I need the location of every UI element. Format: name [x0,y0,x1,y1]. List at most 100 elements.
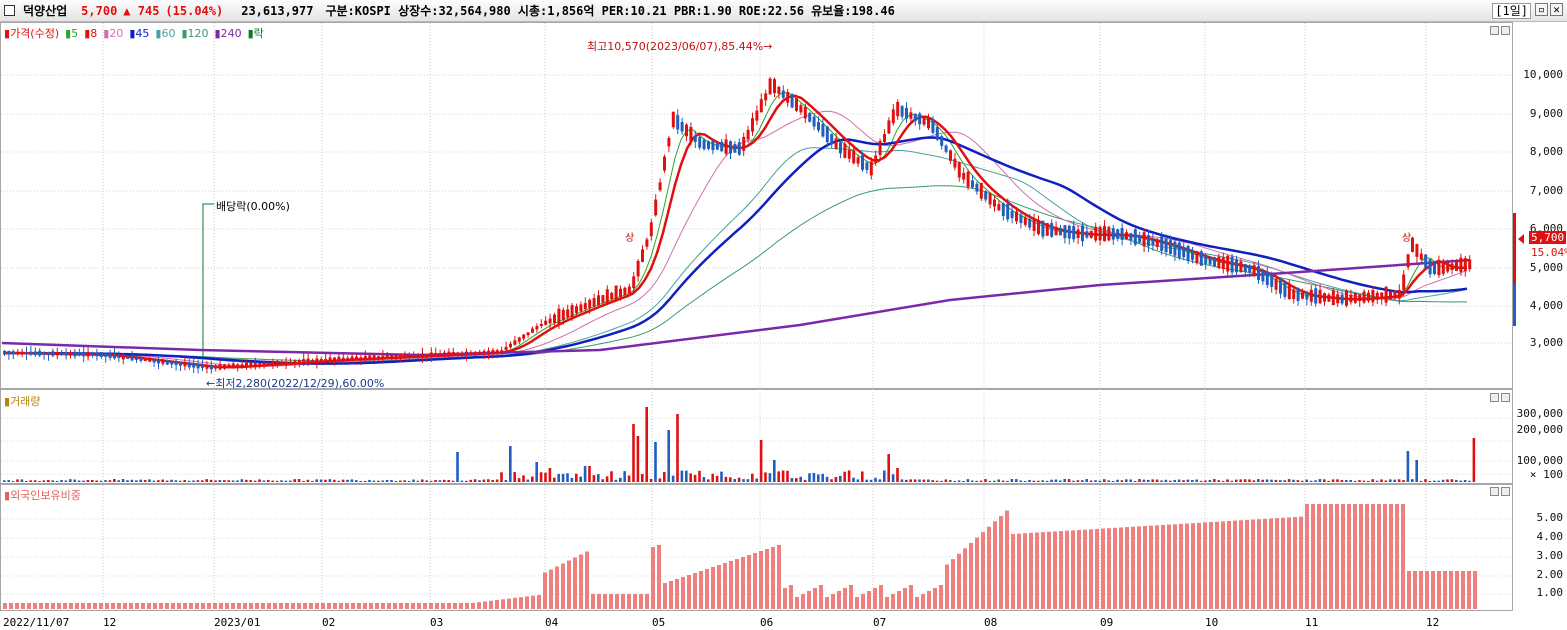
candle-body [1072,226,1076,240]
volume-bar [535,462,538,482]
volume-bar [579,476,582,482]
foreign-bar [1299,516,1303,609]
candle-body [1287,285,1291,300]
volume-bar [1243,479,1247,482]
volume-bar [539,472,543,482]
candle-body [962,172,966,180]
candle-body [187,362,191,368]
candle-body [1323,293,1326,302]
foreign-bar [237,603,241,609]
volume-bar [394,480,398,482]
volume-bar [1076,480,1080,482]
stock-name[interactable]: 덕양산업 [23,4,68,18]
foreign-bar [447,603,451,609]
foreign-bar [1419,571,1423,609]
candle-body [1019,214,1023,224]
volume-bar [385,479,389,482]
foreign-bar [1161,524,1165,609]
candle-body [205,365,209,369]
volume-bar [1349,479,1352,482]
candle-body [1261,270,1265,282]
foreign-bar [1107,528,1111,609]
foreign-pane-close-icon[interactable] [1501,487,1510,496]
volume-bar [1472,438,1476,482]
candle-body [1067,225,1071,239]
foreign-bar [1017,533,1021,609]
candle-body [733,144,737,153]
volume-bar [95,480,98,482]
candle-body [1103,225,1106,242]
volume-bar [311,480,314,482]
candle-body [1279,279,1282,294]
foreign-bar [543,572,547,609]
candle-body [1358,294,1362,302]
volume-bar [1239,479,1242,482]
candle-body [1455,260,1458,272]
candle-body [891,109,895,124]
foreign-bar [1311,504,1315,609]
foreign-bar [1143,526,1147,609]
volume-bar [1279,480,1282,482]
volume-bar [795,478,798,482]
volume-pane-close-icon[interactable] [1501,393,1510,402]
foreign-bar [627,594,631,609]
foreign-bar [651,547,655,609]
volume-bar [817,474,820,482]
volume-bar [729,477,732,482]
volume-bar [421,479,424,482]
volume-chart-pane[interactable] [0,389,1513,484]
candle-body [469,352,473,355]
volume-bar [1204,480,1207,482]
candle-body [1428,259,1432,275]
candle-body [654,199,658,216]
legend-price: ▮가격(수정) [4,27,60,40]
candle-body [865,162,869,170]
pane-minimize-icon[interactable] [1490,26,1499,35]
select-checkbox[interactable] [4,5,15,16]
candle-body [183,362,187,367]
volume-bar [1450,479,1454,482]
candle-body [676,115,680,130]
volume-bar [55,480,59,482]
foreign-bar [327,603,331,609]
volume-bar [614,479,618,482]
foreign-bar [1401,504,1405,609]
period-selector[interactable]: [1일] [1492,3,1531,19]
candle-body [253,363,257,367]
candle-body [645,239,649,247]
candle-body [271,361,275,366]
volume-tick: 300,000 [1516,407,1563,420]
foreign-bar [183,603,187,609]
pane-close-icon[interactable] [1501,26,1510,35]
candle-body [473,351,477,355]
volume-bar [509,446,512,482]
foreign-bar [663,583,667,609]
candle-body [1001,203,1005,217]
candle-body [583,303,587,310]
volume-bar [825,476,829,482]
candle-body [671,111,675,128]
volume-bar [702,477,706,482]
foreign-bar [819,585,823,609]
volume-bar [302,480,305,482]
foreign-bar [1251,519,1255,609]
volume-pane-minimize-icon[interactable] [1490,393,1499,402]
volume-bar [487,479,490,482]
foreign-pane-minimize-icon[interactable] [1490,487,1499,496]
volume-bar [1221,480,1225,482]
foreign-bar [807,591,811,609]
foreign-bar [531,595,535,609]
candle-body [698,136,702,148]
candle-body [641,249,644,263]
foreign-bar [1065,530,1069,609]
volume-bar [1331,479,1335,482]
volume-bar [108,480,112,482]
volume-bar [979,480,983,482]
close-icon[interactable]: ✕ [1550,3,1563,16]
volume-bar [900,479,904,482]
price-chart-pane[interactable] [0,22,1513,389]
volume-bar [328,479,332,482]
maximize-icon[interactable]: ▫ [1535,3,1548,16]
price-tick: 4,000 [1529,299,1563,312]
